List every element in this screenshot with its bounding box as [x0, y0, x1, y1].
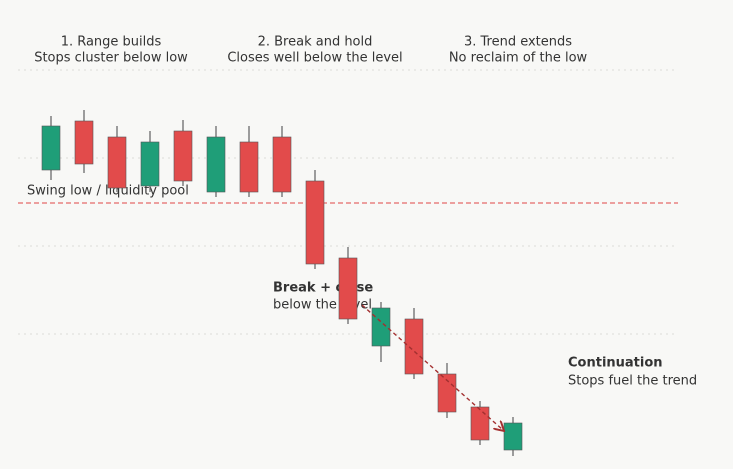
step-note: No reclaim of the low [449, 51, 588, 66]
candle-body [272, 136, 292, 193]
grid: Swing low / liquidity pool [18, 69, 678, 335]
step-note: Closes well below the level [227, 51, 402, 66]
candle-body [74, 120, 94, 165]
candle-body [239, 141, 259, 193]
trend-arrow [361, 304, 503, 430]
candle-body [41, 125, 61, 171]
candles [41, 110, 523, 456]
candle-body [503, 422, 523, 451]
continuation-note: Stops fuel the trend [568, 374, 697, 389]
candle-body [107, 136, 127, 189]
candle-body [338, 257, 358, 320]
break-title: Break + close [273, 281, 373, 296]
candle-body [206, 136, 226, 193]
level-label: Swing low / liquidity pool [27, 184, 189, 199]
candle-body [371, 307, 391, 347]
step-title: 2. Break and hold [258, 35, 373, 50]
continuation-title: Continuation [568, 356, 663, 371]
candle-body [404, 318, 424, 375]
candle-body [173, 130, 193, 182]
candle-body [470, 406, 490, 441]
candle-body [140, 141, 160, 187]
step-title: 1. Range builds [61, 35, 162, 50]
step-title: 3. Trend extends [464, 35, 572, 50]
candle-body [305, 180, 325, 265]
step-note: Stops cluster below low [34, 51, 188, 66]
